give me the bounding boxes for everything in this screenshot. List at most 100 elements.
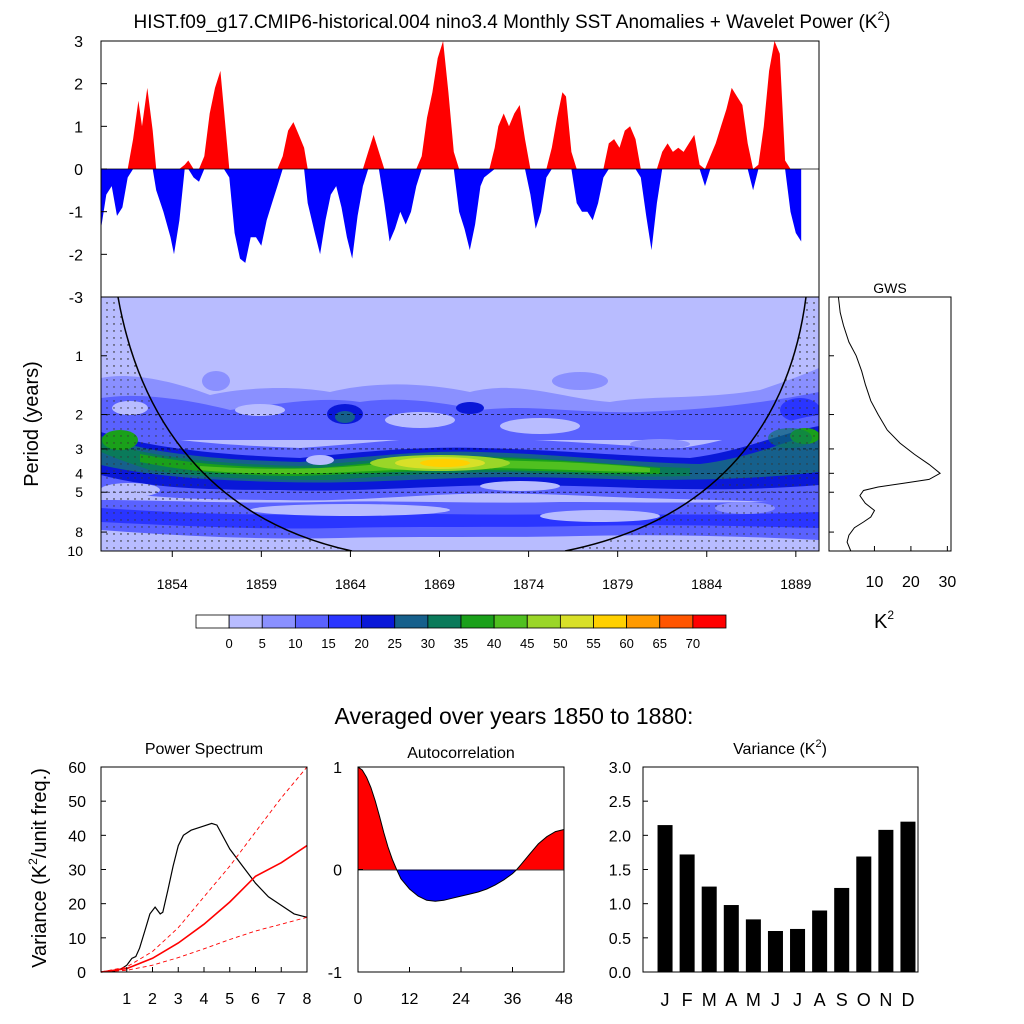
wavelet-y-tick-label: 10 (67, 543, 83, 559)
power-spectrum-x-tick-label: 6 (251, 991, 260, 1008)
variance-y-tick-label: 3.0 (609, 760, 631, 777)
power-spectrum-spectrum-line (100, 822, 308, 973)
wavelet-x-tick-label: 1854 (157, 576, 188, 592)
wavelet-frame (100, 296, 820, 552)
gws-x-tick-label: 10 (866, 574, 884, 591)
variance-y-tick-label: 0.0 (609, 965, 631, 982)
variance-x-tick-label: S (836, 990, 848, 1010)
variance-x-tick-label: A (725, 990, 737, 1010)
power-spectrum-y-label: Variance (K2/unit freq.) (26, 768, 51, 968)
colorbar-swatch (228, 614, 263, 629)
autocorrelation-x-tick-label: 36 (504, 991, 522, 1008)
autocorrelation-y-tick-label: -1 (328, 965, 342, 982)
variance-x-tick-label: J (661, 990, 670, 1010)
wavelet-blob (306, 455, 334, 465)
gws-line (837, 296, 941, 552)
variance-bar (657, 825, 673, 972)
power-spectrum-frame (100, 766, 308, 973)
power-spectrum-y-tick-label: 40 (68, 828, 86, 845)
colorbar-label: 5 (259, 636, 266, 651)
variance-y-tick-label: 1.0 (609, 897, 631, 914)
autocorrelation-line (358, 767, 564, 902)
sst-y-tick-label: -2 (69, 247, 83, 264)
wavelet-blob (456, 402, 484, 414)
wavelet-power-panel: 1 2 3 4 5 8 10 1854 1859 1864 1869 1874 1879 1884 188… (21, 296, 820, 592)
variance-bars (657, 821, 916, 972)
variance-bar (790, 928, 806, 972)
wavelet-blob (335, 411, 355, 423)
colorbar-label: 30 (421, 636, 435, 651)
bottom-subtitle: Averaged over years 1850 to 1880: (335, 703, 694, 729)
power-spectrum-x-tick-label: 7 (277, 991, 286, 1008)
power-spectrum-lower-bound-line (100, 916, 308, 973)
sst-anomaly-panel: 3 2 1 0 -1 -2 -3 (69, 34, 820, 307)
figure-title: HIST.f09_g17.CMIP6-historical.004 nino3.… (133, 9, 890, 33)
wavelet-y-tick-label: 8 (75, 524, 83, 540)
colorbar-label: 55 (586, 636, 600, 651)
variance-x-tick-label: J (793, 990, 802, 1010)
variance-y-tick-label: 2.5 (609, 794, 631, 811)
colorbar-label: 70 (686, 636, 700, 651)
colorbar-label: 25 (388, 636, 402, 651)
sst-y-tick-label: -3 (69, 290, 83, 307)
colorbar-swatch (261, 614, 296, 629)
power-spectrum-x-tick-label: 3 (174, 991, 183, 1008)
variance-y-tick-label: 2.0 (609, 828, 631, 845)
wavelet-x-tick-label: 1859 (246, 576, 277, 592)
wavelet-blob (420, 459, 470, 467)
sst-negative-area (101, 169, 802, 263)
colorbar-swatch (328, 614, 363, 629)
gws-title: GWS (873, 280, 906, 296)
colorbar-label: 15 (321, 636, 335, 651)
wavelet-x-tick-label: 1864 (335, 576, 366, 592)
variance-x-tick-label: N (879, 990, 892, 1010)
power-spectrum-lines (100, 766, 308, 973)
gws-x-tick-label: 20 (902, 574, 920, 591)
gws-x-tick-label: 30 (938, 574, 956, 591)
gws-axis: 10 20 30 (829, 355, 956, 591)
power-spectrum-upper-bound-line (100, 766, 308, 973)
colorbar-swatch (294, 614, 329, 629)
power-spectrum-y-tick-label: 50 (68, 794, 86, 811)
power-spectrum-x-tick-label: 1 (122, 991, 131, 1008)
colorbar-label: 45 (520, 636, 534, 651)
variance-x-tick-label: M (702, 990, 717, 1010)
variance-bar (878, 829, 894, 972)
autocorrelation-axes: 0 12 24 36 48 1 0 -1 (328, 760, 573, 1008)
wavelet-y-tick-label: 5 (75, 484, 83, 500)
variance-bar (834, 887, 850, 972)
variance-axes: J F M A M J J A S O N D0.00.51.01.52.02.53.0 (609, 760, 915, 1010)
wavelet-y-tick-label: 1 (75, 348, 83, 364)
power-spectrum-red-noise-line (100, 844, 308, 973)
power-spectrum-title: Power Spectrum (145, 741, 263, 758)
colorbar-swatch (361, 614, 396, 629)
wavelet-y-tick-label: 2 (75, 407, 83, 423)
cone-of-influence-mask (101, 297, 352, 551)
colorbar-label: 50 (553, 636, 567, 651)
autocorrelation-x-tick-label: 24 (452, 991, 470, 1008)
power-spectrum-x-tick-label: 8 (303, 991, 312, 1008)
variance-bar (679, 854, 695, 972)
wavelet-x-tick-label: 1889 (780, 576, 811, 592)
autocorrelation-positive-area (358, 767, 564, 870)
colorbar-label: 60 (619, 636, 633, 651)
colorbar-label: 20 (354, 636, 368, 651)
power-spectrum-x-tick-label: 4 (200, 991, 209, 1008)
cone-of-influence-line (117, 297, 353, 551)
wavelet-x-tick-label: 1884 (691, 576, 722, 592)
sst-y-tick-label: 0 (74, 162, 83, 179)
wavelet-x-tick-label: 1879 (602, 576, 633, 592)
colorbar-swatch (559, 614, 594, 629)
variance-x-tick-label: M (746, 990, 761, 1010)
variance-bar (812, 910, 828, 972)
wavelet-x-axis: 1854 1859 1864 1869 1874 1879 1884 1889 (157, 551, 812, 592)
wavelet-blob (101, 392, 819, 440)
wavelet-y-axis: 1 2 3 4 5 8 10 (67, 348, 107, 559)
variance-x-tick-label: J (771, 990, 780, 1010)
autocorrelation-negative-area (358, 869, 564, 902)
wavelet-blob (540, 510, 660, 522)
variance-x-tick-label: D (901, 990, 914, 1010)
autocorrelation-x-tick-label: 12 (401, 991, 419, 1008)
autocorrelation-y-tick-label: 0 (333, 863, 342, 880)
colorbar-label: 65 (653, 636, 667, 651)
